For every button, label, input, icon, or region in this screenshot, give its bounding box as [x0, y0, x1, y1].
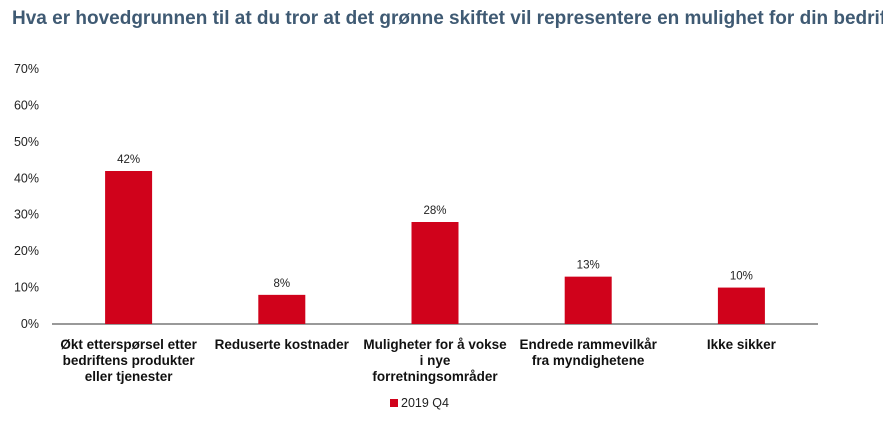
y-tick-label: 50% [14, 135, 39, 149]
x-category-label: bedriftens produkter [63, 353, 196, 368]
y-tick-label: 60% [14, 98, 39, 112]
x-category-label: Muligheter for å vokse [363, 337, 507, 352]
legend-swatch [390, 399, 398, 407]
legend-label: 2019 Q4 [401, 396, 449, 410]
y-tick-label: 0% [21, 317, 39, 331]
bar [717, 287, 765, 324]
x-category-label: Ikke sikker [707, 337, 777, 352]
y-tick-label: 10% [14, 281, 39, 295]
data-label: 42% [117, 154, 140, 166]
x-category-label: Reduserte kostnader [215, 337, 350, 352]
bar [564, 276, 612, 324]
y-tick-label: 40% [14, 171, 39, 185]
x-category-label: Endrede rammevilkår [520, 337, 658, 352]
x-category-label: eller tjenester [85, 369, 174, 384]
bar [105, 171, 153, 324]
y-tick-label: 20% [14, 244, 39, 258]
data-label: 28% [423, 205, 446, 217]
x-category-label: forretningsområder [372, 369, 498, 384]
bar [411, 222, 459, 324]
data-label: 8% [273, 278, 290, 290]
y-tick-label: 70% [14, 62, 39, 76]
x-category-label: Økt etterspørsel etter [60, 337, 197, 352]
chart-title: Hva er hovedgrunnen til at du tror at de… [12, 8, 883, 29]
x-category-label: i nye [420, 353, 451, 368]
bar [258, 294, 306, 324]
data-label: 10% [730, 271, 753, 283]
x-category-label: fra myndighetene [532, 353, 645, 368]
data-label: 13% [577, 260, 600, 272]
y-tick-label: 30% [14, 208, 39, 222]
